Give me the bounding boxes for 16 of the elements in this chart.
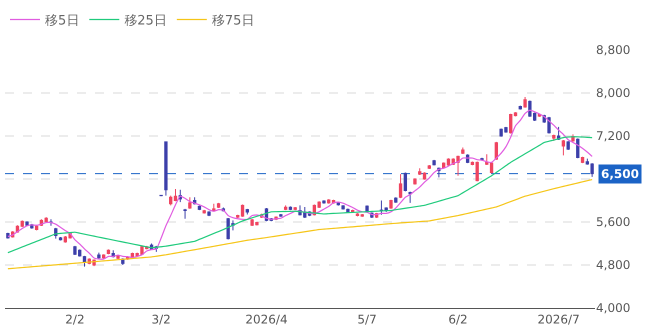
x-tick-label: 6/2 [448,312,468,326]
x-tick-label: 2026/7 [537,312,580,326]
legend-label: 移5日 [45,14,80,29]
x-tick-label: 3/2 [151,312,171,326]
ref-line-label: 6,500 [601,167,639,181]
y-tick-label: 5,600 [596,215,630,230]
x-tick-label: 2026/4 [245,312,288,326]
y-tick-label: 8,800 [596,43,630,58]
y-tick-label: 4,800 [596,258,630,272]
x-tick-label: 2/2 [65,312,85,326]
x-tick-label: 5/7 [357,312,377,326]
legend-label: 移75日 [212,14,254,29]
y-tick-label: 4,000 [596,301,630,316]
y-tick-label: 8,000 [596,86,630,100]
y-tick-label: 7,200 [596,129,630,144]
legend-label: 移25日 [124,14,167,29]
